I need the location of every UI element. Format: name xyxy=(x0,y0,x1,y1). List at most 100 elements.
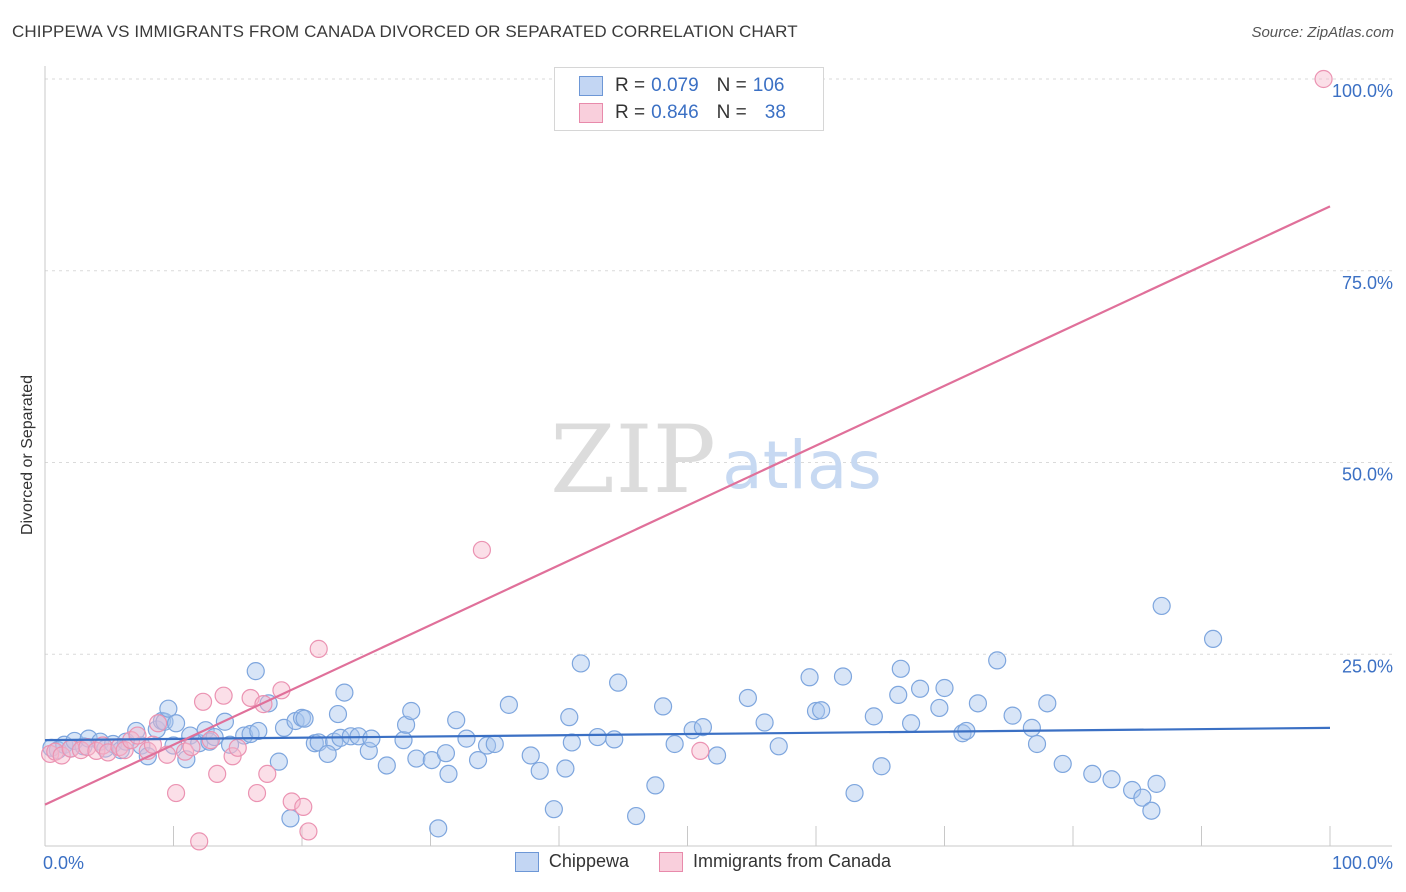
chippewa-point xyxy=(439,764,458,784)
chippewa-point xyxy=(646,776,665,795)
chippewa-point xyxy=(845,783,864,803)
correlation-legend: R = 0.079 N = 106 R = 0.846 N = 38 xyxy=(554,67,824,131)
chippewa-point xyxy=(571,654,590,673)
chippewa-point xyxy=(1147,774,1166,793)
legend-label-chippewa: Chippewa xyxy=(548,851,629,871)
chippewa-point xyxy=(609,673,628,692)
chippewa-point xyxy=(335,683,354,702)
chippewa-point xyxy=(485,734,504,754)
watermark-atlas: atlas xyxy=(722,427,882,504)
legend-n-value: 106 xyxy=(752,75,785,96)
chippewa-point xyxy=(891,659,910,678)
chippewa-point xyxy=(1123,780,1142,800)
chippewa-point xyxy=(562,733,581,752)
legend-r-value: 0.846 xyxy=(651,102,699,123)
legend-label-canada: Immigrants from Canada xyxy=(692,851,892,871)
legend-r-value: 0.079 xyxy=(651,75,699,96)
chippewa-point xyxy=(269,752,288,771)
chippewa-point xyxy=(1152,596,1171,616)
legend-n-value: 38 xyxy=(764,102,786,123)
chippewa-point xyxy=(159,699,178,718)
chippewa-point xyxy=(1083,764,1102,784)
chippewa-point xyxy=(521,746,540,765)
legend-n-label: N = xyxy=(716,102,747,123)
canada-point xyxy=(691,741,710,760)
canada-point xyxy=(309,639,328,658)
source-label: Source: ZipAtlas.com xyxy=(1251,24,1394,41)
chippewa-point xyxy=(274,718,294,737)
x-tick-label: 0.0% xyxy=(43,853,84,873)
legend-item-canada: Immigrants from Canada xyxy=(658,851,892,872)
canada-point xyxy=(247,783,267,803)
series-chippewa xyxy=(42,596,1223,838)
chippewa-point xyxy=(249,721,268,741)
canada-point xyxy=(190,832,209,851)
canada-point xyxy=(78,737,97,757)
canada-point xyxy=(128,726,147,745)
chippewa-point xyxy=(436,744,456,763)
legend-r-label: R = xyxy=(615,75,646,96)
series-legend: Chippewa Immigrants from Canada xyxy=(0,851,1406,872)
chippewa-point xyxy=(295,709,314,728)
chippewa-point xyxy=(1053,754,1072,774)
chippewa-point xyxy=(755,713,774,732)
chippewa-point xyxy=(1003,706,1022,725)
canada-point xyxy=(52,746,71,765)
watermark-zip: ZIP xyxy=(550,406,716,515)
chippewa-point xyxy=(429,819,448,838)
canada-point xyxy=(254,695,273,714)
canada-point xyxy=(472,540,491,560)
watermark: ZIP atlas xyxy=(550,406,882,515)
chippewa-point xyxy=(1027,734,1047,754)
chippewa-point xyxy=(588,727,607,747)
chippewa-point xyxy=(665,734,684,754)
chippewa-point xyxy=(499,695,518,714)
legend-row-canada: R = 0.846 N = 38 xyxy=(579,100,786,126)
canada-point xyxy=(201,731,220,750)
chippewa-point xyxy=(910,679,930,698)
canada-point xyxy=(115,741,134,760)
y-tick-label: 75.0% xyxy=(1342,273,1393,293)
chippewa-point xyxy=(872,757,891,776)
canada-point xyxy=(166,783,186,803)
trend-lines xyxy=(44,205,1331,806)
canada-point xyxy=(258,764,277,784)
y-tick-label: 25.0% xyxy=(1342,656,1393,676)
chippewa-point xyxy=(769,737,788,756)
canada-point xyxy=(282,792,301,811)
chippewa-point xyxy=(930,698,949,718)
canada-point xyxy=(175,742,195,761)
legend-item-chippewa: Chippewa xyxy=(514,851,629,872)
chippewa-point xyxy=(693,718,713,737)
chippewa-point xyxy=(1142,801,1161,820)
legend-swatch-blue xyxy=(514,851,539,872)
chippewa-point xyxy=(246,662,265,681)
legend-swatch-pink xyxy=(658,851,683,872)
chippewa-point xyxy=(806,701,826,721)
chippewa-point xyxy=(864,707,883,726)
canada-point xyxy=(148,714,168,733)
canada-point xyxy=(228,738,247,757)
chippewa-point xyxy=(901,714,921,733)
chippewa-point xyxy=(605,730,624,749)
trend-line-canada xyxy=(44,205,1331,806)
chippewa-point xyxy=(1203,629,1223,649)
canada-point xyxy=(193,692,213,711)
chippewa-point xyxy=(812,701,831,720)
chippewa-point xyxy=(1022,718,1041,737)
chippewa-point xyxy=(1133,788,1152,807)
chippewa-point xyxy=(318,744,337,764)
x-tick-label: 100.0% xyxy=(1332,853,1393,873)
chippewa-point xyxy=(407,749,426,768)
axes xyxy=(44,66,1392,847)
series-immigrants-from-canada xyxy=(41,69,1333,851)
chippewa-point xyxy=(833,667,853,686)
chippewa-point xyxy=(738,688,757,708)
y-tick-label: 100.0% xyxy=(1332,81,1393,101)
canada-point xyxy=(208,764,227,784)
chippewa-point xyxy=(1102,770,1121,789)
chippewa-point xyxy=(800,668,819,687)
chart-title: CHIPPEWA VS IMMIGRANTS FROM CANADA DIVOR… xyxy=(12,22,798,41)
chippewa-point xyxy=(447,711,466,730)
chippewa-point xyxy=(968,694,988,713)
